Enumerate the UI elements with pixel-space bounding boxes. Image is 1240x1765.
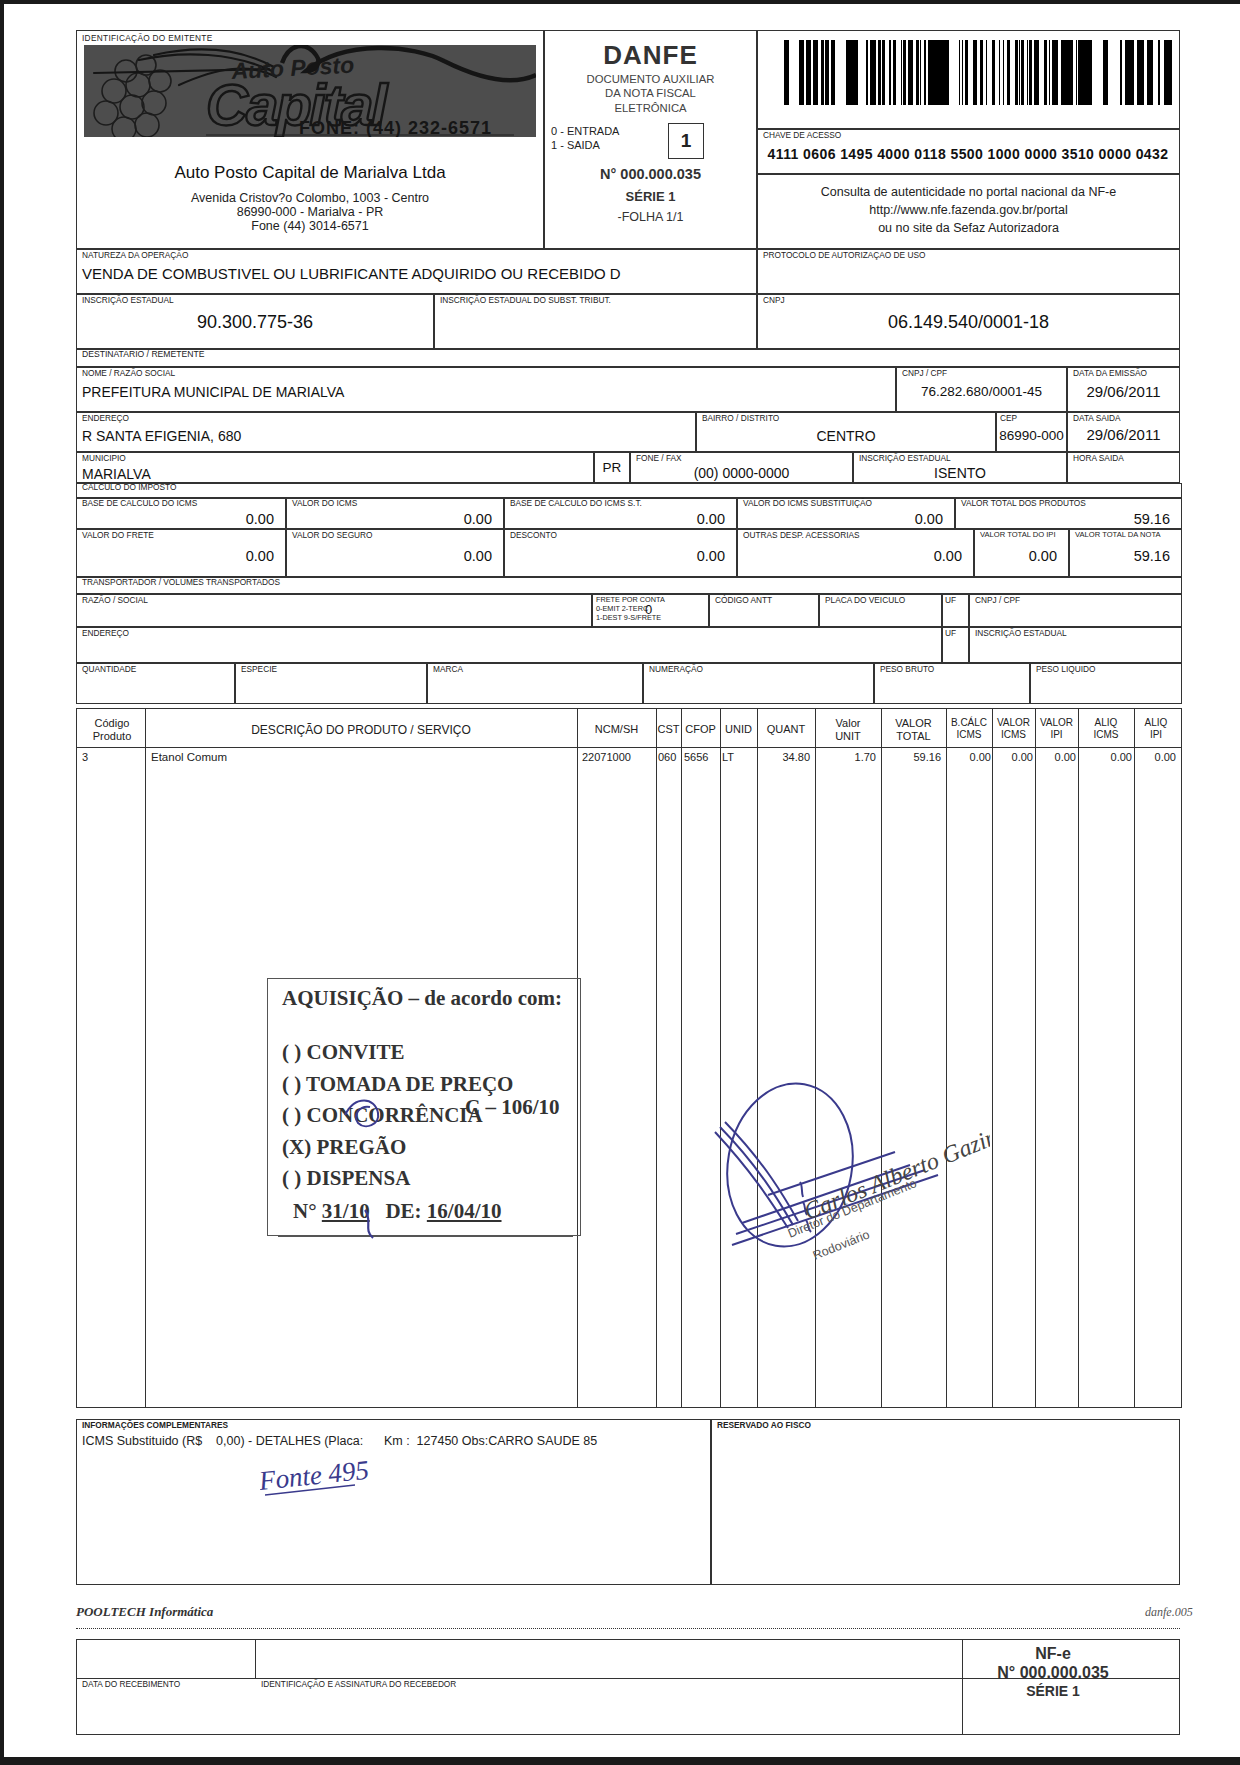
svg-text:Carlos Alberto Gazim: Carlos Alberto Gazim <box>800 1121 990 1224</box>
